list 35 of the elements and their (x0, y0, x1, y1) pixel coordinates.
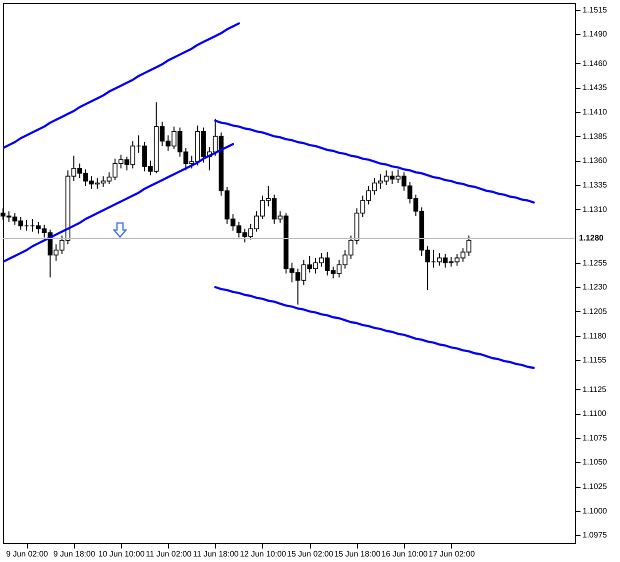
x-tick-label: 17 Jun 02:00 (428, 550, 476, 558)
y-tick-label: 1.1125 (582, 384, 607, 394)
ref-line-label: 1.1280 (579, 233, 604, 242)
y-tick-label: 1.1000 (582, 506, 608, 516)
line-series (214, 286, 535, 369)
y-tick-label: 1.1075 (582, 433, 608, 442)
x-tick-label: 12 Jun 10:00 (240, 550, 287, 558)
y-tick-label: 1.1410 (582, 107, 608, 116)
x-tick-label: 11 Jun 18:00 (192, 550, 240, 558)
x-tick-label: 10 Jun 10:00 (98, 550, 146, 558)
y-tick-label: 1.1310 (582, 204, 608, 214)
y-tick-label: 1.1460 (582, 58, 608, 68)
x-tick-label: 9 Jun 18:00 (53, 550, 96, 558)
y-tick-label: 1.1205 (582, 306, 608, 316)
y-tick-label: 1.1255 (582, 258, 608, 268)
y-tick-label: 1.1335 (582, 180, 608, 190)
x-tick-label: 9 Jun 02:00 (6, 550, 49, 558)
x-tick-label: 11 Jun 02:00 (146, 550, 192, 558)
y-tick-label: 1.1490 (582, 30, 608, 39)
line-series (3, 22, 240, 150)
x-tick-label: 15 Jun 02:00 (287, 550, 334, 558)
y-tick-label: 1.1155 (582, 356, 607, 365)
y-tick-label: 1.1100 (582, 409, 607, 418)
y-tick-label: 1.1515 (582, 5, 608, 14)
y-tick-label: 1.1230 (582, 282, 608, 292)
y-tick-label: 1.1385 (582, 132, 608, 141)
y-tick-label: 1.0975 (582, 530, 608, 540)
y-tick-label: 1.1025 (582, 482, 608, 492)
y-tick-label: 1.1050 (582, 458, 608, 467)
y-tick-label: 1.1435 (582, 83, 608, 92)
y-tick-label: 1.1180 (582, 331, 607, 340)
y-tick-label: 1.1360 (582, 156, 608, 166)
x-tick-label: 15 Jun 18:00 (334, 550, 381, 558)
line-series (214, 120, 535, 204)
x-tick-label: 16 Jun 10:00 (381, 550, 428, 558)
